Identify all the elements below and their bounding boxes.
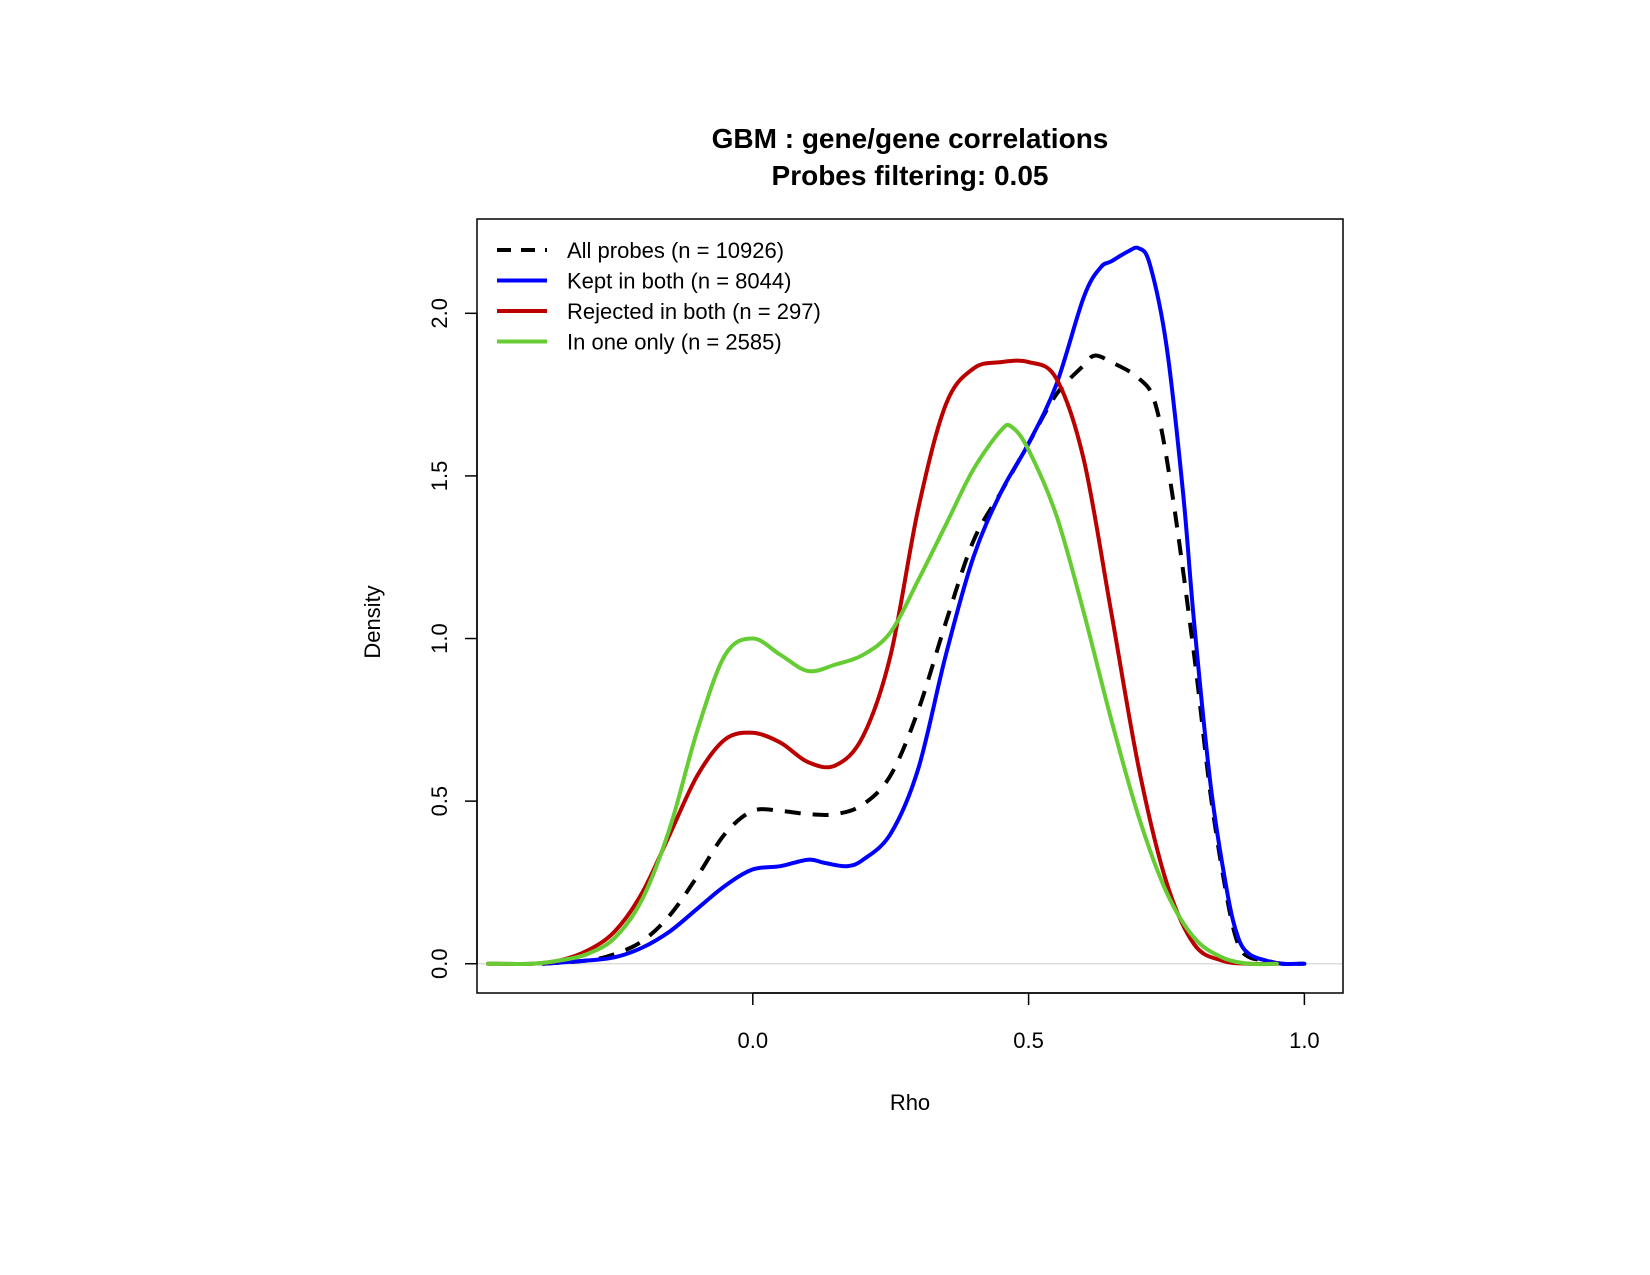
chart-subtitle: Probes filtering: 0.05 [772, 160, 1049, 191]
series-line-in-one-only [486, 422, 1279, 967]
y-tick-label: 2.0 [427, 298, 452, 329]
y-tick-label: 0.0 [427, 948, 452, 979]
y-tick-label: 0.5 [427, 786, 452, 817]
series-layer [486, 245, 1307, 967]
y-tick-label: 1.5 [427, 461, 452, 492]
x-axis-label: Rho [890, 1090, 930, 1115]
x-axis: 0.0 0.5 1.0 [737, 992, 1320, 1053]
series-line-all-probes [543, 353, 1305, 966]
y-axis-label: Density [360, 585, 385, 658]
y-tick-label: 1.0 [427, 623, 452, 654]
legend: All probes (n = 10926) Kept in both (n = … [497, 238, 821, 355]
y-axis: 0.0 0.5 1.0 1.5 2.0 [427, 298, 478, 979]
chart-title: GBM : gene/gene correlations [712, 123, 1109, 154]
series-line-kept-in-both [541, 245, 1307, 966]
x-tick-label: 0.0 [737, 1028, 768, 1053]
legend-label-all-probes: All probes (n = 10926) [567, 238, 784, 263]
legend-label-kept-in-both: Kept in both (n = 8044) [567, 269, 791, 294]
x-tick-label: 1.0 [1289, 1028, 1320, 1053]
legend-label-rejected-in-both: Rejected in both (n = 297) [567, 299, 821, 324]
legend-label-in-one-only: In one only (n = 2585) [567, 330, 782, 355]
series-line-rejected-in-both [486, 358, 1279, 966]
x-tick-label: 0.5 [1013, 1028, 1044, 1053]
